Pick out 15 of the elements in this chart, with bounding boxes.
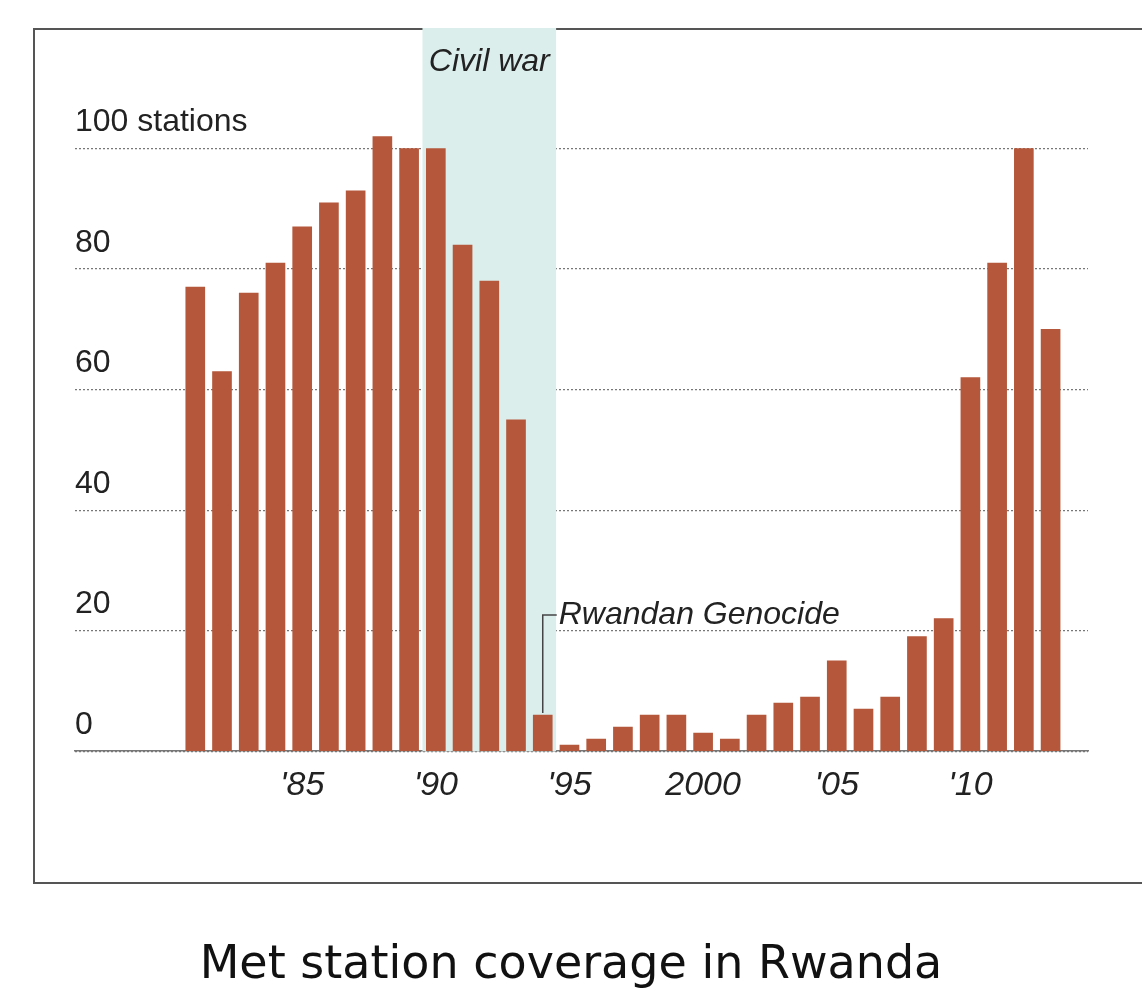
y-tick-label: 20 <box>75 584 111 621</box>
text: Met station coverage in Rwanda <box>198 935 944 989</box>
x-tick-label: '95 <box>547 764 592 803</box>
y-tick-label: 60 <box>75 343 111 380</box>
y-tick-label: 0 <box>75 705 93 742</box>
band-label: Civil war <box>428 41 552 78</box>
y-tick-label: 100 stations <box>75 102 248 139</box>
annotation: Rwandan Genocide <box>558 594 840 631</box>
y-tick-label: 40 <box>75 463 111 500</box>
x-tick-label: 2000 <box>664 764 742 803</box>
x-tick-label: '85 <box>280 764 325 803</box>
y-tick-label: 80 <box>75 222 111 259</box>
x-tick-label: '05 <box>814 764 859 803</box>
x-tick-label: '10 <box>948 764 993 803</box>
x-tick-label: '90 <box>413 764 459 803</box>
